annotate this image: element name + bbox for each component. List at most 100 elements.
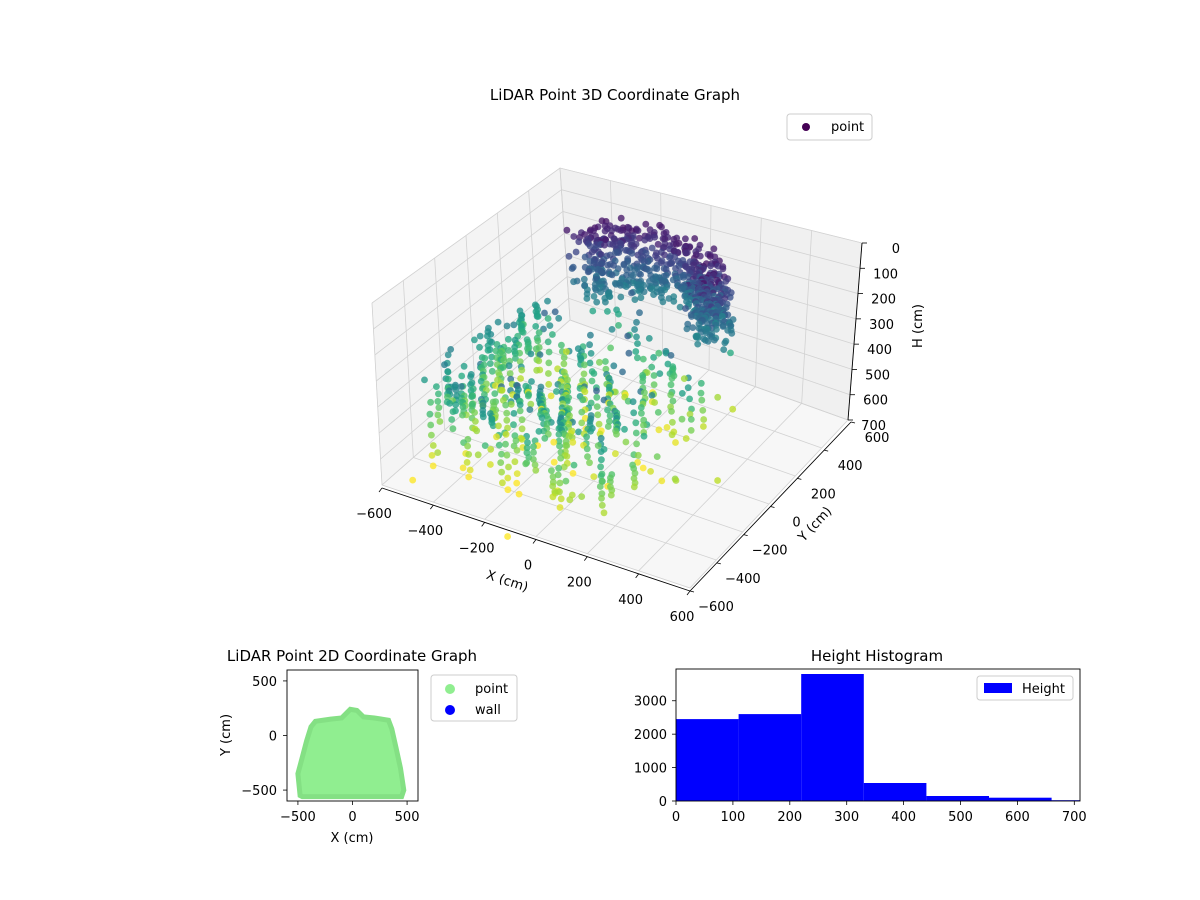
data-point-3d	[632, 429, 640, 437]
x-tick-label: 400	[618, 593, 643, 608]
data-point-3d	[524, 392, 532, 400]
data-point-3d	[606, 293, 614, 300]
data-point-3d	[641, 389, 648, 397]
data-point-3d	[570, 461, 578, 469]
data-point-3d	[474, 451, 482, 459]
grid-wall-v	[434, 257, 446, 431]
y-tick-mark	[850, 421, 856, 424]
data-point-3d	[669, 418, 676, 426]
data-point-3d	[518, 366, 526, 374]
data-point-3d	[486, 360, 494, 367]
data-point-3d	[646, 235, 654, 243]
grid-floor-x	[689, 419, 849, 589]
data-point-3d	[602, 298, 609, 306]
point-cloud-topview	[295, 706, 407, 800]
data-point-3d	[498, 468, 505, 476]
data-point-3d	[632, 348, 640, 355]
x-tick-label-histogram: 400	[891, 810, 916, 825]
data-point-3d	[532, 466, 540, 474]
legend-marker-wall	[445, 705, 455, 715]
data-point-3d	[550, 458, 558, 466]
data-point-3d	[452, 386, 460, 394]
data-point-3d	[683, 325, 691, 333]
data-point-3d	[471, 409, 478, 416]
data-point-3d	[647, 468, 654, 475]
data-point-3d	[524, 439, 531, 446]
y-tick-mark	[770, 506, 775, 508]
data-point-3d	[593, 298, 601, 306]
data-point-3d	[598, 456, 605, 464]
data-point-3d	[619, 368, 626, 376]
data-point-3d	[596, 358, 603, 366]
data-point-3d	[635, 234, 643, 242]
data-point-3d	[493, 433, 500, 441]
data-point-3d	[429, 462, 437, 470]
grid-wall-h	[381, 319, 849, 486]
data-point-3d	[599, 477, 606, 485]
data-point-3d	[684, 384, 692, 392]
data-point-3d	[560, 354, 568, 361]
histogram-title: Height Histogram	[811, 647, 943, 665]
grid-wall-v	[402, 280, 414, 458]
plot-frame-histogram	[675, 668, 1081, 802]
data-point-3d	[504, 474, 512, 482]
data-point-3d	[590, 473, 598, 480]
x-tick-label-histogram: 500	[948, 810, 973, 825]
x-tick-label-histogram: 0	[672, 810, 680, 825]
data-point-3d	[535, 428, 543, 435]
data-point-3d	[544, 315, 552, 322]
data-point-3d	[634, 340, 641, 347]
data-point-3d	[518, 416, 526, 424]
data-point-3d	[698, 396, 706, 404]
data-point-3d	[587, 331, 594, 339]
data-point-3d	[545, 348, 553, 356]
data-point-3d	[505, 347, 512, 354]
data-point-3d	[507, 400, 515, 408]
data-point-3d	[409, 476, 417, 484]
data-point-3d	[510, 421, 517, 429]
data-point-3d	[682, 435, 690, 442]
data-point-3d	[468, 393, 475, 400]
data-point-3d	[630, 409, 638, 417]
x-axis-label-2d: X (cm)	[331, 831, 374, 846]
data-point-3d	[686, 395, 693, 403]
data-point-3d	[634, 227, 642, 235]
grid-wall-v	[754, 217, 762, 387]
data-point-3d	[586, 228, 594, 235]
data-point-3d	[629, 398, 637, 406]
data-point-3d	[678, 415, 686, 423]
legend-marker-point-2d	[445, 684, 455, 694]
data-point-3d	[719, 265, 727, 273]
histogram-bar	[801, 674, 864, 801]
data-point-3d	[503, 322, 511, 330]
data-point-3d	[427, 421, 435, 429]
data-point-3d	[547, 392, 555, 400]
data-point-3d	[629, 272, 637, 279]
data-point-3d	[530, 456, 537, 463]
data-point-3d	[713, 326, 720, 333]
data-point-3d	[527, 400, 535, 408]
grid-wall-v	[528, 190, 540, 348]
data-point-3d	[648, 244, 656, 252]
data-point-3d	[598, 269, 606, 277]
data-point-3d	[613, 430, 620, 438]
data-point-3d	[487, 461, 494, 468]
data-point-3d	[447, 346, 455, 353]
grid-wall-h	[373, 189, 861, 330]
data-point-3d	[648, 392, 656, 399]
z-tick-label: 200	[871, 293, 896, 308]
data-point-3d	[607, 491, 615, 499]
data-point-3d	[471, 336, 478, 344]
data-point-3d	[491, 390, 499, 397]
data-point-3d	[583, 433, 590, 441]
histogram-legend: Height	[976, 675, 1074, 701]
histogram-ticks: 0 100 200 300 400 500 600 700 0 1000 2000 3000	[634, 695, 1087, 825]
y-tick-mark	[743, 534, 748, 537]
data-point-3d	[503, 416, 511, 424]
data-point-3d	[668, 374, 676, 382]
x-tick-label: 0	[524, 559, 532, 574]
legend-label-height: Height	[1022, 682, 1065, 697]
data-point-3d	[504, 486, 512, 494]
x-tick-label: 600	[670, 610, 695, 625]
